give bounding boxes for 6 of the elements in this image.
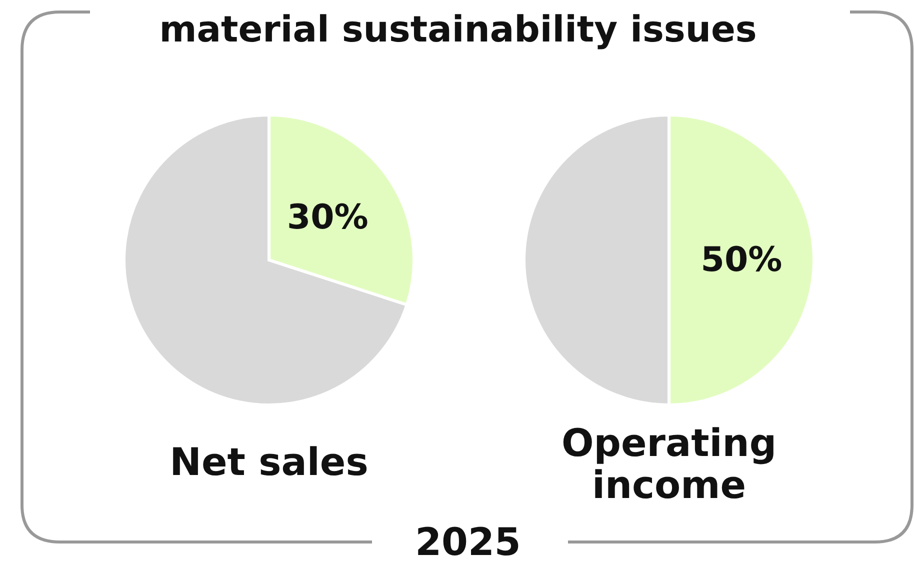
text: 2025	[415, 520, 521, 561]
text: Net sales	[170, 440, 368, 484]
text: Operating income	[561, 421, 777, 507]
data-label: 30%	[286, 197, 368, 238]
data-label: 50%	[700, 240, 782, 280]
chart-title: material sustainability issues	[159, 10, 757, 50]
